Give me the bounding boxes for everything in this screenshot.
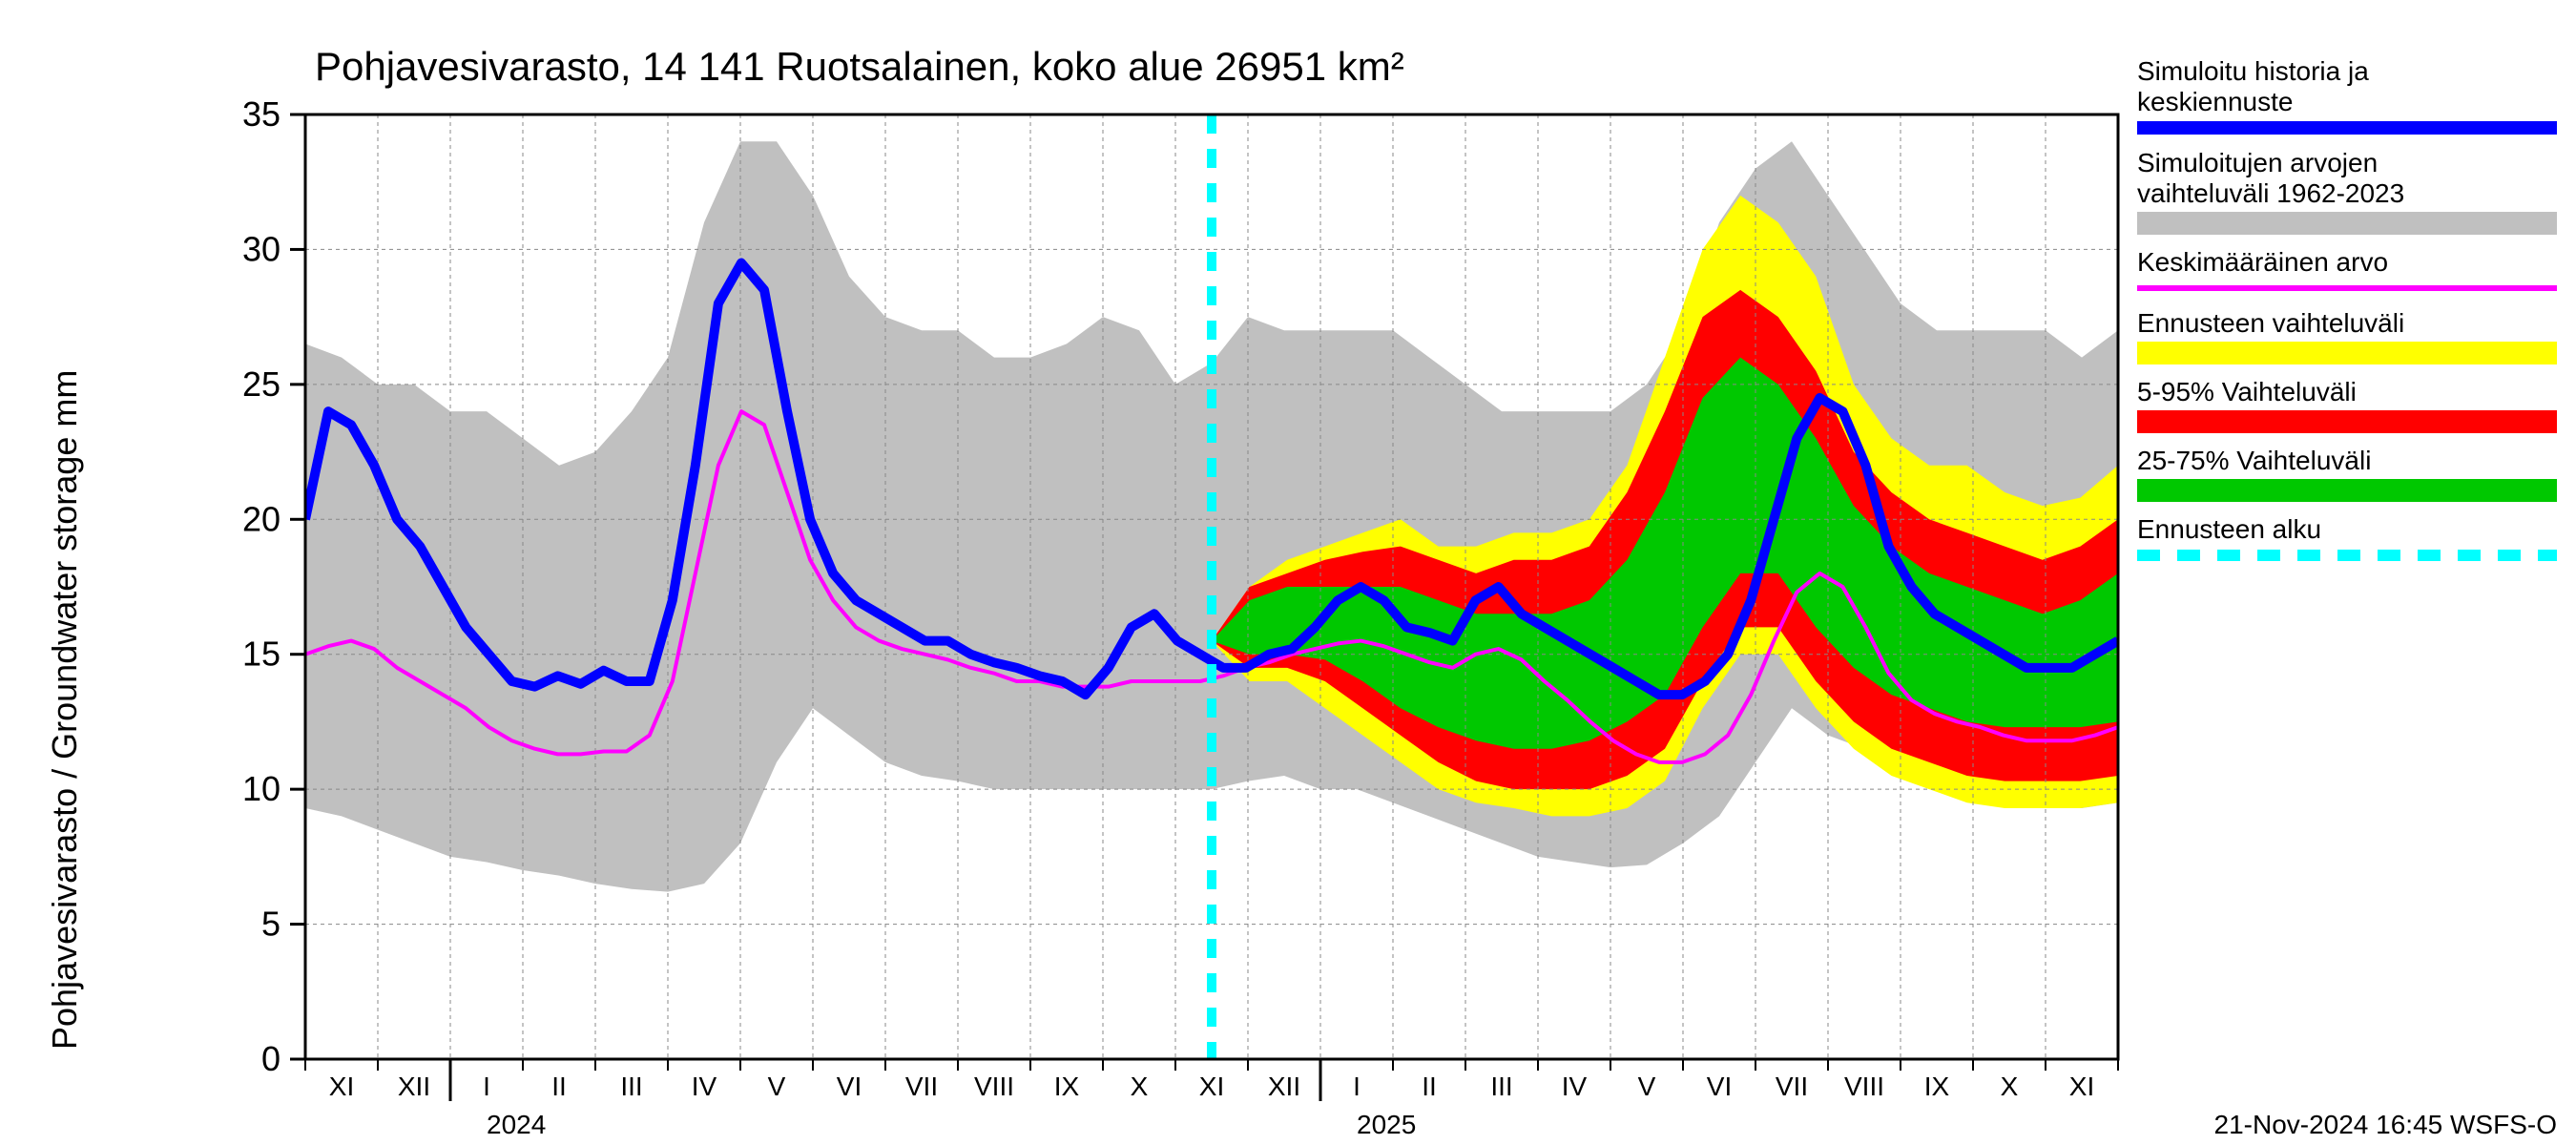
y-tick-label: 30 (242, 229, 280, 268)
x-month-label: VIII (974, 1072, 1014, 1101)
x-year-label: 2024 (487, 1110, 546, 1139)
x-month-label: X (2001, 1072, 2019, 1101)
y-tick-label: 15 (242, 635, 280, 674)
timestamp: 21-Nov-2024 16:45 WSFS-O (2214, 1110, 2558, 1139)
legend-swatch (2137, 342, 2557, 364)
y-axis-label: Pohjavesivarasto / Groundwater storage m… (45, 370, 84, 1050)
x-month-label: VII (905, 1072, 938, 1101)
legend-label: Simuloitujen arvojen (2137, 148, 2378, 177)
x-month-label: I (483, 1072, 490, 1101)
legend-swatch (2137, 212, 2557, 235)
legend-label: keskiennuste (2137, 87, 2293, 116)
x-month-label: VI (1707, 1072, 1732, 1101)
x-month-label: XI (1199, 1072, 1224, 1101)
x-month-label: II (1422, 1072, 1437, 1101)
x-year-label: 2025 (1357, 1110, 1416, 1139)
chart-container: 05101520253035XIXIIIIIIIIIVVVIVIIVIIIIXX… (0, 0, 2576, 1145)
y-tick-label: 20 (242, 499, 280, 538)
x-month-label: IV (1562, 1072, 1588, 1101)
legend-label: 25-75% Vaihteluväli (2137, 446, 2371, 475)
legend-swatch (2137, 479, 2557, 502)
y-tick-label: 10 (242, 769, 280, 808)
y-tick-label: 0 (261, 1039, 280, 1078)
x-month-label: VI (837, 1072, 862, 1101)
legend-label: vaihteluväli 1962-2023 (2137, 178, 2404, 208)
x-month-label: II (551, 1072, 567, 1101)
legend-swatch (2137, 410, 2557, 433)
x-month-label: X (1131, 1072, 1149, 1101)
x-month-label: XII (398, 1072, 430, 1101)
legend-label: Ennusteen vaihteluväli (2137, 308, 2404, 338)
x-month-label: VIII (1844, 1072, 1884, 1101)
y-tick-label: 35 (242, 94, 280, 134)
x-month-label: V (768, 1072, 786, 1101)
x-month-label: V (1638, 1072, 1656, 1101)
chart-title: Pohjavesivarasto, 14 141 Ruotsalainen, k… (315, 44, 1404, 89)
y-tick-label: 5 (261, 905, 280, 944)
x-month-label: VII (1776, 1072, 1808, 1101)
x-month-label: XII (1268, 1072, 1300, 1101)
chart-svg: 05101520253035XIXIIIIIIIIIVVVIVIIVIIIIXX… (0, 0, 2576, 1145)
legend-label: Ennusteen alku (2137, 514, 2321, 544)
x-month-label: XI (329, 1072, 354, 1101)
x-month-label: III (620, 1072, 642, 1101)
x-month-label: XI (2069, 1072, 2094, 1101)
x-month-label: IX (1924, 1072, 1950, 1101)
x-month-label: IX (1054, 1072, 1080, 1101)
legend-label: Keskimääräinen arvo (2137, 247, 2388, 277)
x-month-label: IV (692, 1072, 717, 1101)
legend-label: Simuloitu historia ja (2137, 56, 2369, 86)
legend-label: 5-95% Vaihteluväli (2137, 377, 2357, 406)
y-tick-label: 25 (242, 364, 280, 404)
x-month-label: I (1353, 1072, 1361, 1101)
x-month-label: III (1490, 1072, 1512, 1101)
